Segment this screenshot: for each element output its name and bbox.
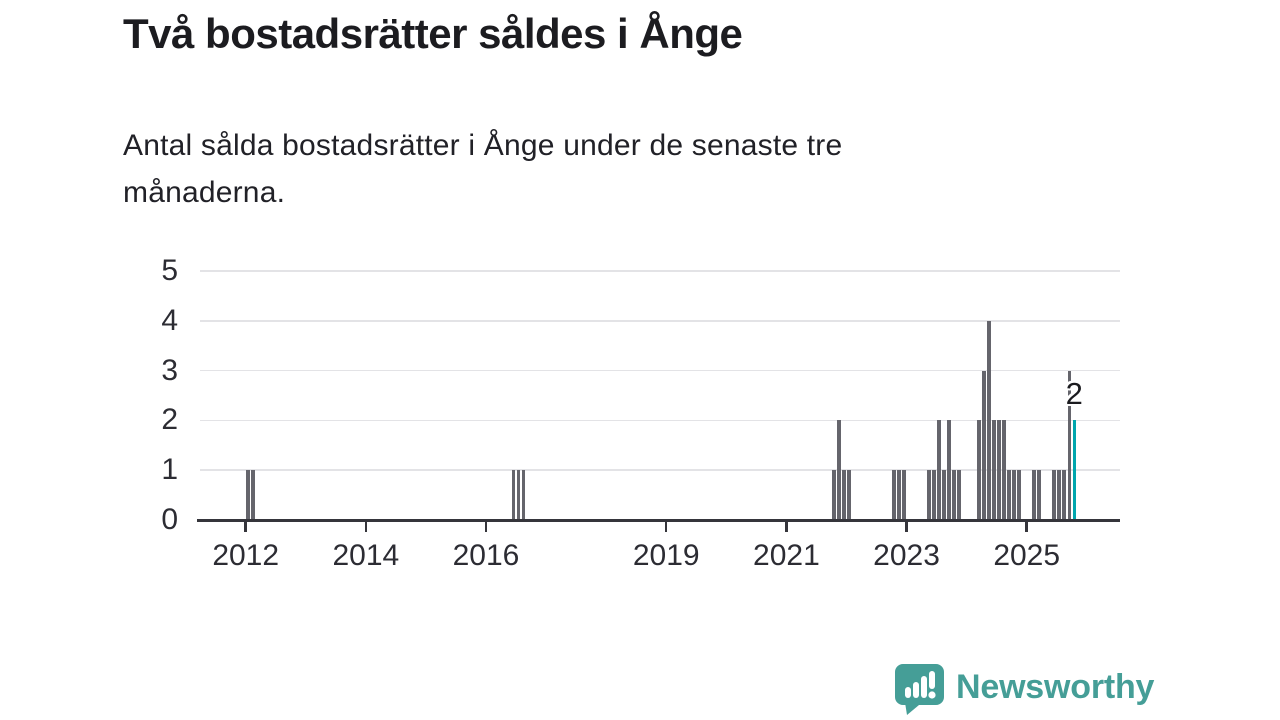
x-tick-label: 2023 — [873, 539, 940, 572]
bar — [982, 370, 986, 520]
bar — [952, 470, 956, 520]
bar — [977, 420, 981, 520]
bar — [902, 470, 906, 520]
y-gridline — [200, 320, 1120, 322]
bar — [1037, 470, 1041, 520]
bar — [1057, 470, 1061, 520]
bar — [511, 470, 516, 520]
bar — [897, 470, 901, 520]
x-tick-label: 2016 — [452, 539, 520, 572]
bar — [521, 470, 526, 520]
x-tick-label: 2021 — [753, 539, 820, 572]
bar — [251, 470, 255, 520]
y-gridline — [200, 369, 1120, 372]
value-annotation: 2 — [1065, 376, 1083, 412]
y-tick-label: 4 — [161, 303, 178, 337]
bar — [1052, 470, 1056, 520]
bar — [937, 420, 941, 520]
chart-subtitle: Antal sålda bostadsrätter i Ånge under d… — [123, 122, 842, 216]
x-tick — [484, 521, 488, 532]
newsworthy-brand-name: Newsworthy — [956, 668, 1155, 706]
bar — [1032, 470, 1036, 520]
y-gridline — [200, 270, 1120, 272]
y-tick-label: 3 — [161, 353, 178, 387]
y-gridline — [200, 469, 1120, 471]
x-tick — [785, 521, 788, 532]
bar-highlighted — [1072, 420, 1076, 520]
bar — [927, 470, 931, 520]
x-tick-label: 2019 — [632, 539, 700, 572]
bar — [1002, 420, 1006, 520]
subtitle-line-2: månaderna. — [123, 176, 286, 209]
x-tick-label: 2025 — [993, 539, 1061, 572]
x-axis-line — [197, 518, 1120, 522]
y-tick-label: 0 — [161, 503, 178, 536]
bar — [1012, 470, 1016, 520]
bar — [1017, 470, 1021, 520]
y-tick-label: 2 — [161, 403, 178, 437]
bar — [932, 470, 936, 520]
y-tick-label: 5 — [161, 254, 178, 287]
bar — [992, 420, 996, 520]
newsworthy-logo-icon — [891, 661, 947, 720]
bar — [1007, 470, 1011, 520]
bar — [837, 420, 841, 520]
subtitle-line-1: Antal sålda bostadsrätter i Ånge under d… — [123, 129, 843, 162]
bar — [1062, 470, 1066, 520]
bar — [987, 320, 991, 520]
x-tick — [905, 521, 908, 532]
x-tick — [364, 521, 368, 532]
bar — [947, 420, 951, 520]
x-tick-label: 2014 — [332, 539, 400, 572]
bar — [892, 470, 896, 520]
bar — [1067, 370, 1071, 520]
bar — [957, 470, 961, 520]
y-tick-label: 1 — [161, 453, 178, 487]
chart-title: Två bostadsrätter såldes i Ånge — [123, 10, 743, 57]
bar — [842, 470, 846, 520]
bar — [246, 470, 250, 520]
y-gridline — [200, 419, 1120, 422]
x-tick — [1025, 521, 1028, 532]
x-tick — [664, 521, 668, 532]
bar — [942, 470, 946, 520]
bar — [997, 420, 1001, 520]
bar — [516, 470, 521, 520]
bar — [847, 470, 851, 520]
x-tick — [244, 521, 247, 532]
bar — [832, 470, 836, 520]
x-tick-label: 2012 — [212, 539, 280, 572]
